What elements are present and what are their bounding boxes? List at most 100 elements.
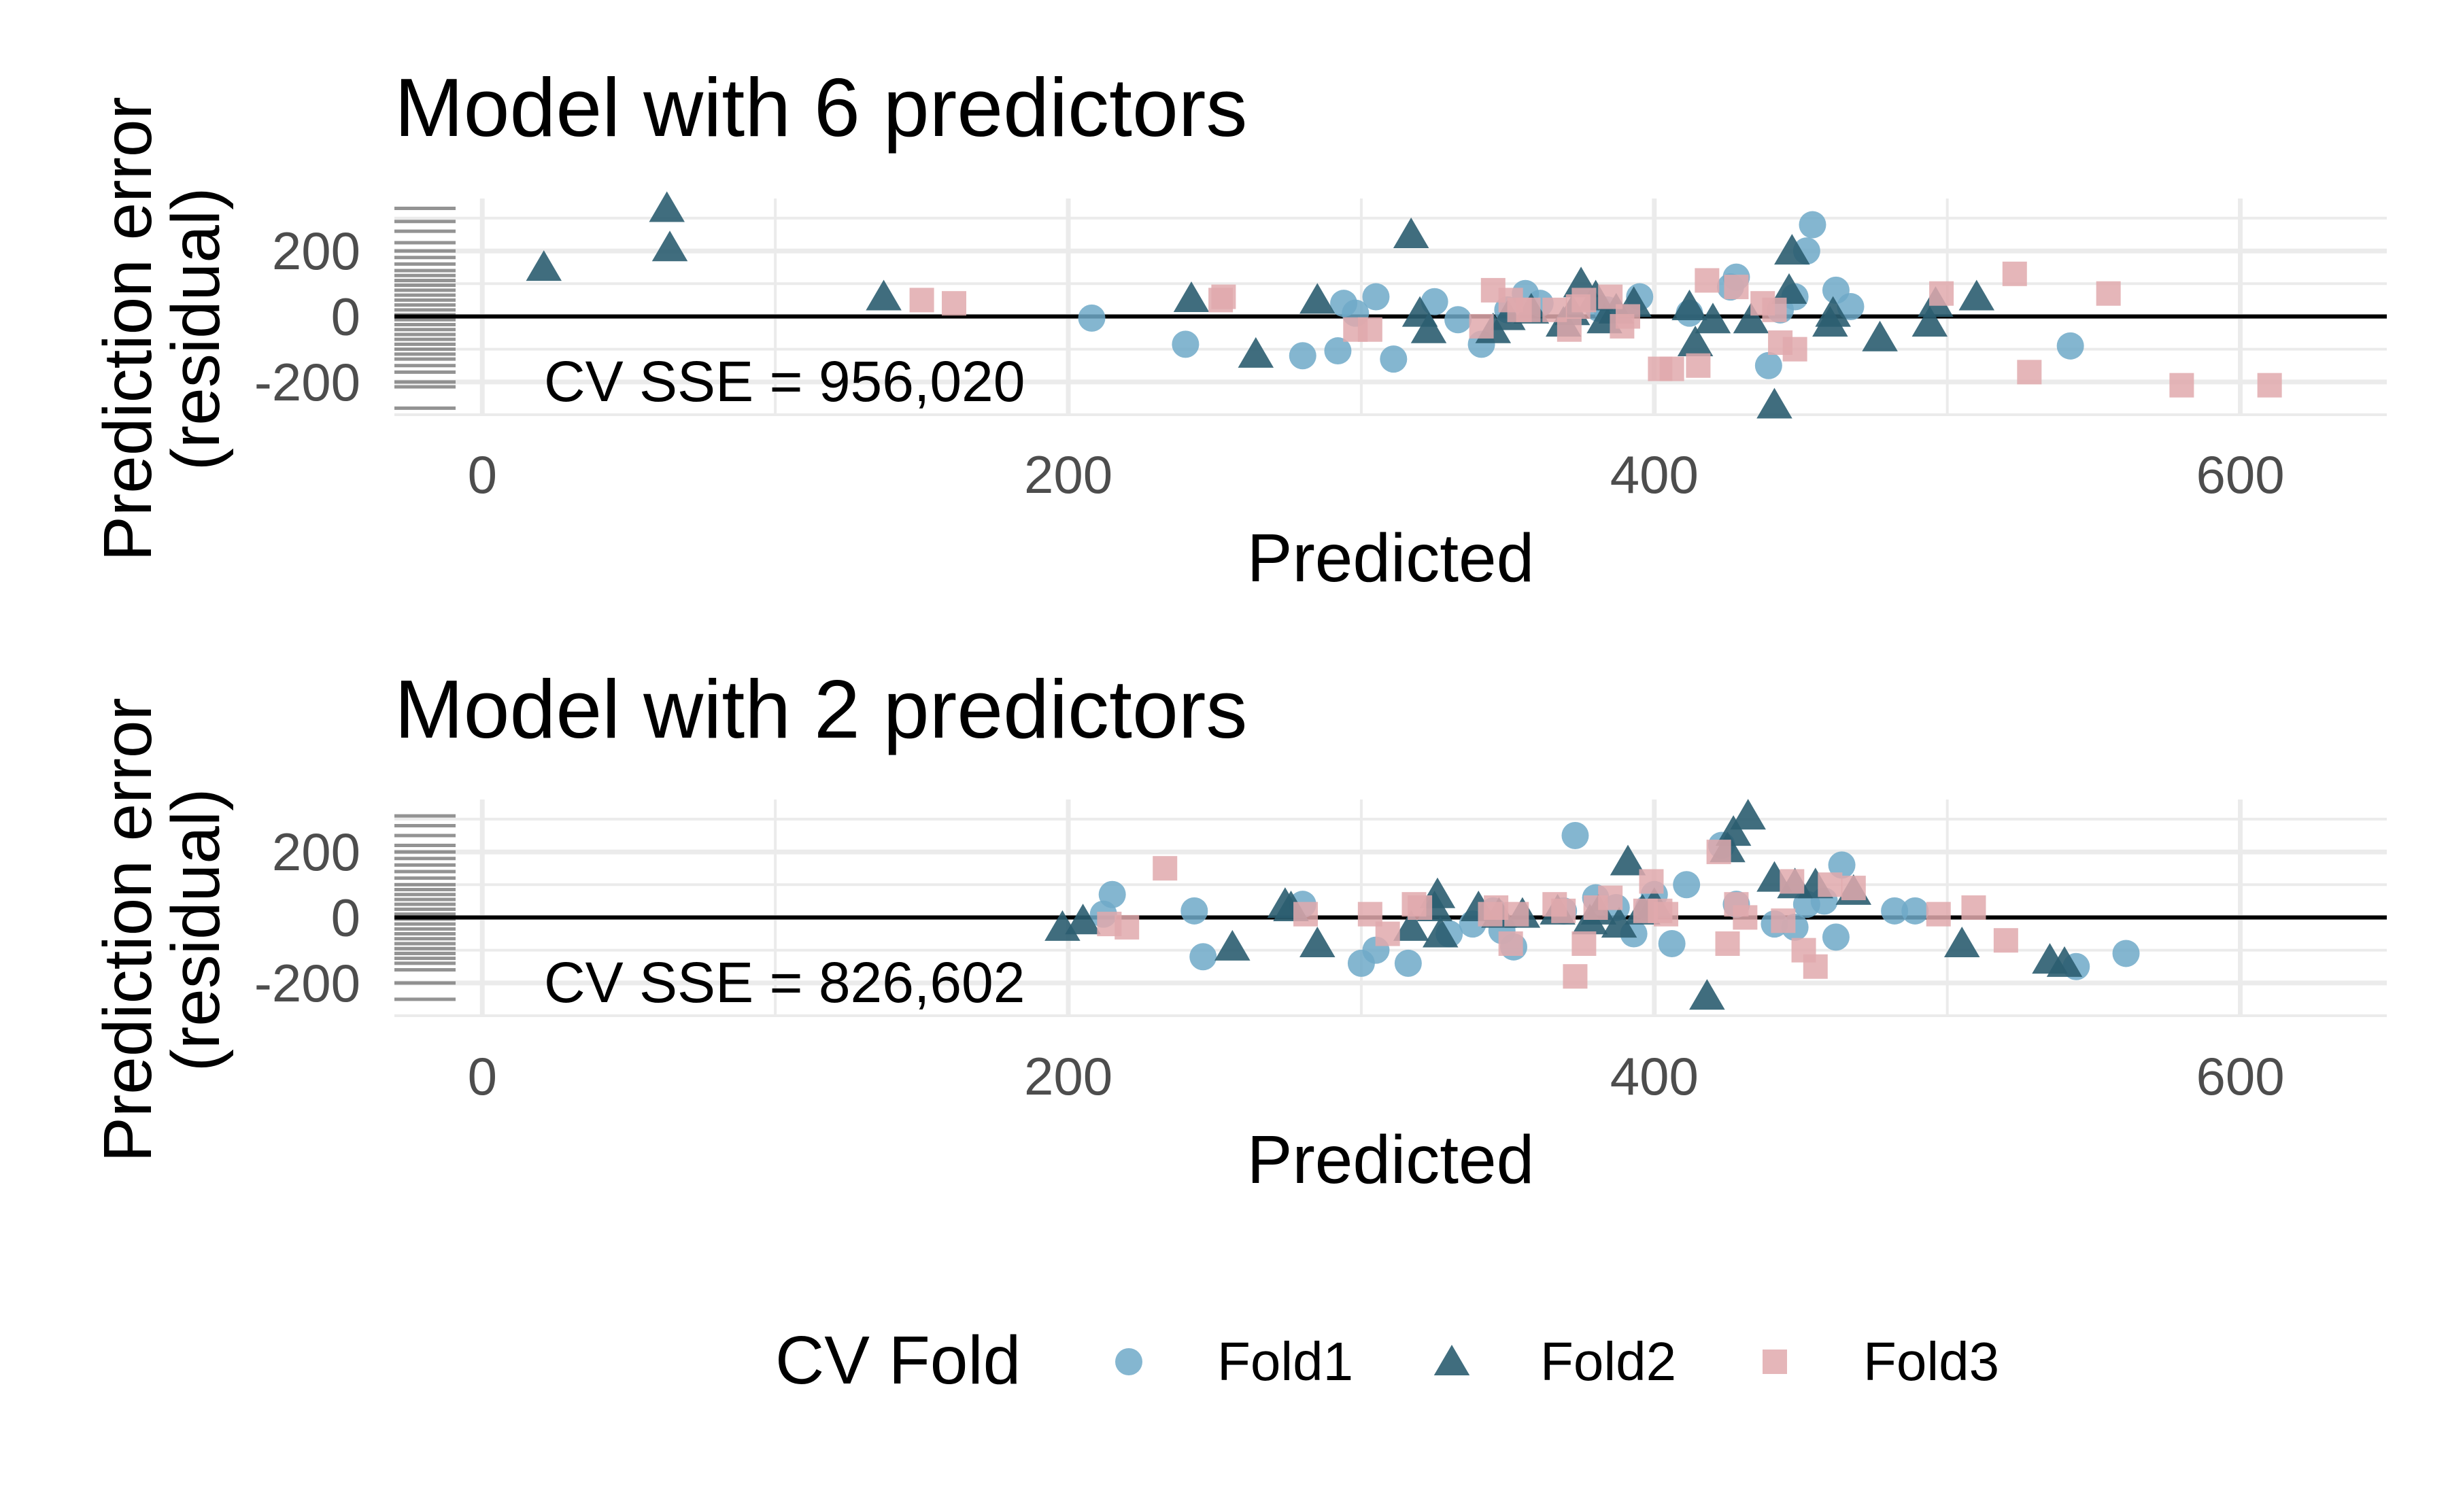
point-fold1 [1289,342,1316,370]
point-fold3 [1563,964,1588,989]
series-fold3 [1097,840,2018,989]
point-fold2 [1771,273,1807,304]
y-tick-label: 200 [272,221,360,281]
y-axis-title-line2: (residual) [158,188,234,471]
y-tick-label: 200 [272,822,360,882]
point-fold3 [1598,885,1623,910]
x-axis-ticks: 0 200 400 600 [468,1046,2285,1106]
point-fold3 [1771,908,1796,933]
point-fold2 [1733,303,1769,334]
point-fold2 [1671,290,1707,320]
point-fold2 [651,230,688,262]
point-fold1 [1324,337,1352,365]
point-fold3 [1706,840,1731,865]
y-tick-label: -200 [254,953,360,1013]
point-fold3 [1616,304,1641,329]
point-fold1 [1362,283,1390,311]
point-fold2 [1695,303,1731,334]
point-fold2 [1862,320,1898,351]
point-fold2 [1756,388,1792,419]
point-fold2 [1774,234,1810,265]
point-fold3 [1818,872,1843,897]
point-fold3 [1357,317,1382,342]
point-fold3 [1841,876,1866,901]
y-axis-title-line1: Prediction error [90,97,166,562]
point-fold1 [1394,949,1422,977]
point-fold3 [2257,373,2282,398]
legend-item-fold3: Fold3 [1763,1331,1999,1392]
x-tick-label: 400 [1610,1046,1699,1106]
point-fold2 [1677,326,1714,356]
point-fold2 [1214,929,1251,961]
point-fold1 [1380,345,1408,373]
point-fold2 [526,250,562,281]
point-fold3 [1484,895,1509,920]
point-fold1 [1561,822,1589,849]
point-fold2 [1911,306,1948,337]
point-fold3 [1659,356,1684,381]
point-fold3 [1733,905,1758,930]
y-axis-title: Prediction error (residual) [90,698,234,1163]
point-fold3 [2017,360,2042,385]
point-fold2 [2046,946,2083,977]
point-fold3 [909,288,934,313]
x-axis-ticks: 0 200 400 600 [468,445,2285,504]
point-fold3 [1557,317,1582,342]
point-fold2 [1601,907,1637,938]
point-fold3 [1695,268,1720,293]
legend-key-fold3 [1763,1350,1787,1374]
point-fold2 [1173,281,1210,312]
point-fold2 [1410,312,1447,343]
point-fold2 [1299,283,1336,314]
x-tick-label: 200 [1024,1046,1112,1106]
point-fold1 [1180,897,1208,925]
point-fold3 [1686,353,1711,378]
point-fold3 [1715,931,1740,956]
x-tick-label: 600 [2196,445,2284,504]
point-fold3 [1571,931,1597,956]
x-tick-label: 600 [2196,1046,2284,1106]
point-fold1 [1799,211,1826,239]
point-fold2 [1393,218,1429,248]
point-fold1 [1444,306,1472,334]
panel-six-predictors: Model with 6 predictors Prediction error… [90,61,2387,596]
point-fold3 [1211,284,1236,309]
point-fold2 [866,279,902,311]
legend-items: Fold1 Fold2 Fold3 [1115,1331,1999,1392]
point-fold3 [1639,869,1664,894]
y-axis-title: Prediction error (residual) [90,97,234,562]
legend-title: CV Fold [775,1322,1021,1398]
point-fold2 [1689,979,1725,1010]
point-fold3 [1498,931,1523,956]
y-tick-label: 0 [331,286,360,346]
cv-sse-annotation: CV SSE = 826,602 [544,950,1025,1014]
point-fold3 [2169,373,2194,398]
legend-label: Fold3 [1863,1331,1999,1392]
point-fold2 [1393,910,1429,941]
point-fold1 [1658,930,1686,957]
point-fold1 [1837,293,1865,320]
x-axis-title: Predicted [1247,520,1534,596]
x-tick-label: 400 [1610,445,1699,504]
x-tick-label: 0 [468,445,497,504]
point-fold1 [1901,897,1929,925]
point-fold3 [1780,869,1805,894]
legend-label: Fold2 [1540,1331,1676,1392]
point-fold2 [1610,844,1646,876]
x-axis-title: Predicted [1247,1122,1534,1198]
point-fold3 [1803,954,1828,979]
point-fold3 [1551,898,1576,923]
point-fold1 [2056,332,2084,360]
legend: CV Fold Fold1 Fold2 Fold3 [775,1322,1999,1398]
point-fold3 [1961,895,1986,920]
point-fold3 [1762,297,1787,322]
point-fold3 [1153,856,1178,881]
y-axis-title-line2: (residual) [158,789,234,1072]
point-fold1 [1421,288,1448,315]
point-fold2 [1958,279,1995,311]
legend-key-fold2 [1433,1345,1470,1375]
point-fold1 [1078,304,1106,332]
point-fold3 [1504,901,1529,927]
